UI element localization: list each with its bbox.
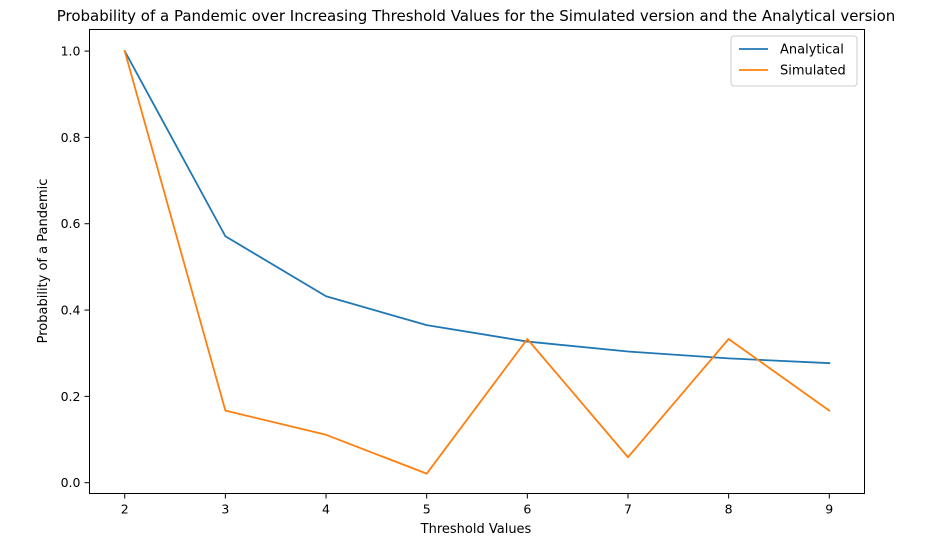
x-axis: 2 3 4 5 6 7 8 9 [121,493,833,517]
y-tick-label: 0.2 [61,389,81,404]
legend: Analytical Simulated [730,35,858,87]
y-tick-label: 0.6 [61,216,81,231]
x-axis-label: Threshold Values [420,522,532,537]
y-axis: 0.0 0.2 0.4 0.6 0.8 1.0 [61,44,90,490]
x-tick-label: 4 [322,502,330,517]
y-tick-label: 0.4 [61,303,81,318]
x-tick-label: 6 [523,502,531,517]
legend-label-analytical: Analytical [780,43,844,58]
x-tick-label: 5 [423,502,431,517]
y-axis-label: Probability of a Pandemic [36,179,51,344]
x-tick-label: 9 [825,502,833,517]
series-line-simulated [123,49,831,475]
x-tick-label: 2 [121,502,129,517]
chart-title: Probability of a Pandemic over Increasin… [57,7,896,25]
legend-label-simulated: Simulated [780,64,846,79]
x-tick-label: 8 [725,502,733,517]
y-tick-label: 1.0 [61,44,81,59]
plot-area [89,29,865,494]
y-tick-label: 0.0 [61,475,81,490]
x-tick-label: 3 [221,502,229,517]
series-layer [123,49,831,475]
series-line-analytical [123,49,831,365]
x-tick-label: 7 [624,502,632,517]
y-tick-label: 0.8 [61,130,81,145]
